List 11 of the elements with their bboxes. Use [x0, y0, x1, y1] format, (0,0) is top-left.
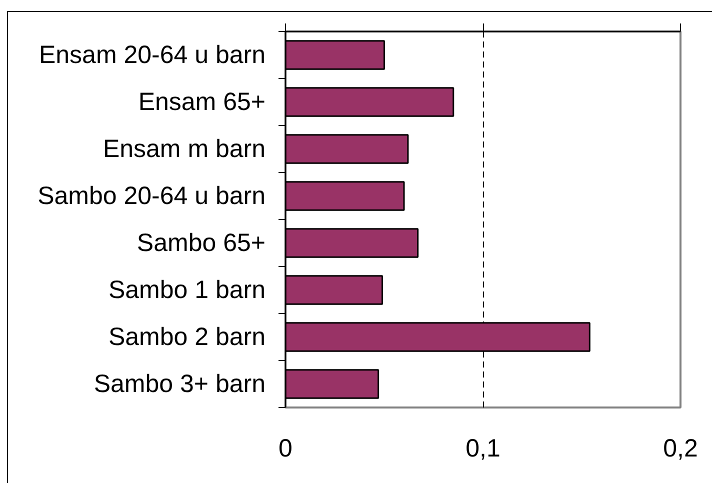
y-tick-label: Ensam 65+ [138, 88, 266, 116]
x-tick-label: 0 [278, 434, 292, 462]
y-tick-label: Sambo 20-64 u barn [38, 182, 266, 210]
x-tick-label: 0,2 [663, 434, 698, 462]
y-tick-label: Ensam m barn [102, 135, 266, 163]
y-tick-label: Sambo 65+ [136, 229, 266, 257]
y-tick-label: Ensam 20-64 u barn [38, 41, 266, 69]
x-tick-label: 0,1 [466, 434, 500, 462]
y-tick-label: Sambo 3+ barn [94, 370, 266, 398]
y-tick-label: Sambo 2 barn [108, 323, 266, 351]
y-tick-label: Sambo 1 barn [108, 276, 266, 304]
